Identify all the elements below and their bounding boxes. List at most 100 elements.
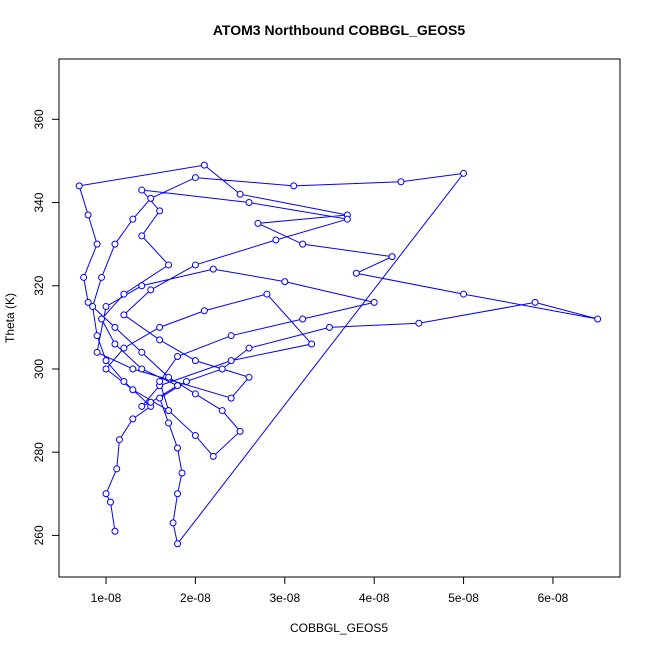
data-point xyxy=(460,169,468,177)
data-point xyxy=(156,394,164,402)
data-point xyxy=(272,236,280,244)
data-point xyxy=(120,344,128,352)
data-point xyxy=(93,332,101,340)
data-point xyxy=(106,498,114,506)
data-point xyxy=(245,199,253,207)
data-point xyxy=(191,390,199,398)
data-point xyxy=(308,340,316,348)
data-point xyxy=(147,194,155,202)
data-point xyxy=(115,436,123,444)
data-point xyxy=(102,303,110,311)
data-point xyxy=(156,323,164,331)
data-point xyxy=(89,303,97,311)
data-point xyxy=(191,432,199,440)
x-tick-label: 1e-08 xyxy=(91,591,122,605)
data-point xyxy=(227,332,235,340)
data-point xyxy=(178,469,186,477)
data-point xyxy=(138,186,146,194)
data-point xyxy=(209,452,217,460)
y-tick-label: 320 xyxy=(32,275,46,295)
data-point xyxy=(147,286,155,294)
data-point xyxy=(120,377,128,385)
data-point xyxy=(281,278,289,286)
x-tick-label: 3e-08 xyxy=(269,591,300,605)
data-point xyxy=(254,219,262,227)
y-tick-label: 280 xyxy=(32,442,46,462)
data-point xyxy=(129,386,137,394)
data-point xyxy=(156,207,164,215)
data-point xyxy=(138,282,146,290)
data-point xyxy=(75,182,83,190)
data-point xyxy=(352,269,360,277)
data-point xyxy=(102,490,110,498)
data-point xyxy=(138,232,146,240)
chart-title: ATOM3 Northbound COBBGL_GEOS5 xyxy=(213,22,465,38)
data-point xyxy=(120,290,128,298)
data-point xyxy=(98,315,106,323)
data-point xyxy=(343,215,351,223)
plot-frame xyxy=(58,58,621,578)
data-point xyxy=(120,311,128,319)
data-point xyxy=(370,298,378,306)
data-point xyxy=(165,373,173,381)
data-point xyxy=(531,298,539,306)
data-point xyxy=(156,377,164,385)
x-tick-label: 5e-08 xyxy=(448,591,479,605)
data-point xyxy=(156,336,164,344)
data-point xyxy=(111,527,119,535)
data-point xyxy=(299,240,307,248)
data-point xyxy=(102,365,110,373)
data-point xyxy=(191,174,199,182)
data-point xyxy=(80,273,88,281)
y-tick-label: 360 xyxy=(32,109,46,129)
y-axis-label: Theta (K) xyxy=(3,293,17,343)
data-point xyxy=(415,319,423,327)
data-point xyxy=(397,178,405,186)
data-point xyxy=(165,419,173,427)
data-point xyxy=(111,340,119,348)
y-tick-label: 260 xyxy=(32,525,46,545)
data-point xyxy=(174,540,182,548)
data-point xyxy=(174,382,182,390)
data-point xyxy=(594,315,602,323)
data-point xyxy=(460,290,468,298)
data-point xyxy=(84,298,92,306)
data-point xyxy=(165,407,173,415)
data-point xyxy=(236,190,244,198)
data-point xyxy=(129,365,137,373)
data-point xyxy=(182,377,190,385)
data-point xyxy=(174,490,182,498)
data-point xyxy=(129,215,137,223)
data-point xyxy=(218,407,226,415)
data-point xyxy=(191,357,199,365)
data-point xyxy=(174,444,182,452)
data-point xyxy=(325,323,333,331)
data-point xyxy=(129,415,137,423)
data-point xyxy=(290,182,298,190)
data-point xyxy=(138,365,146,373)
data-point xyxy=(102,357,110,365)
data-point xyxy=(147,398,155,406)
data-point xyxy=(245,373,253,381)
data-point xyxy=(263,290,271,298)
data-point xyxy=(236,427,244,435)
data-point xyxy=(93,348,101,356)
data-point xyxy=(111,323,119,331)
data-point xyxy=(218,365,226,373)
data-point xyxy=(200,307,208,315)
data-point xyxy=(138,348,146,356)
data-point xyxy=(227,394,235,402)
data-point xyxy=(113,465,121,473)
y-tick-label: 300 xyxy=(32,359,46,379)
x-tick-label: 2e-08 xyxy=(180,591,211,605)
data-point xyxy=(111,240,119,248)
data-point xyxy=(245,344,253,352)
data-point xyxy=(169,519,177,527)
data-point xyxy=(174,352,182,360)
x-tick-label: 4e-08 xyxy=(359,591,390,605)
x-axis-label: COBBGL_GEOS5 xyxy=(290,621,388,635)
data-point xyxy=(191,261,199,269)
data-point xyxy=(209,265,217,273)
